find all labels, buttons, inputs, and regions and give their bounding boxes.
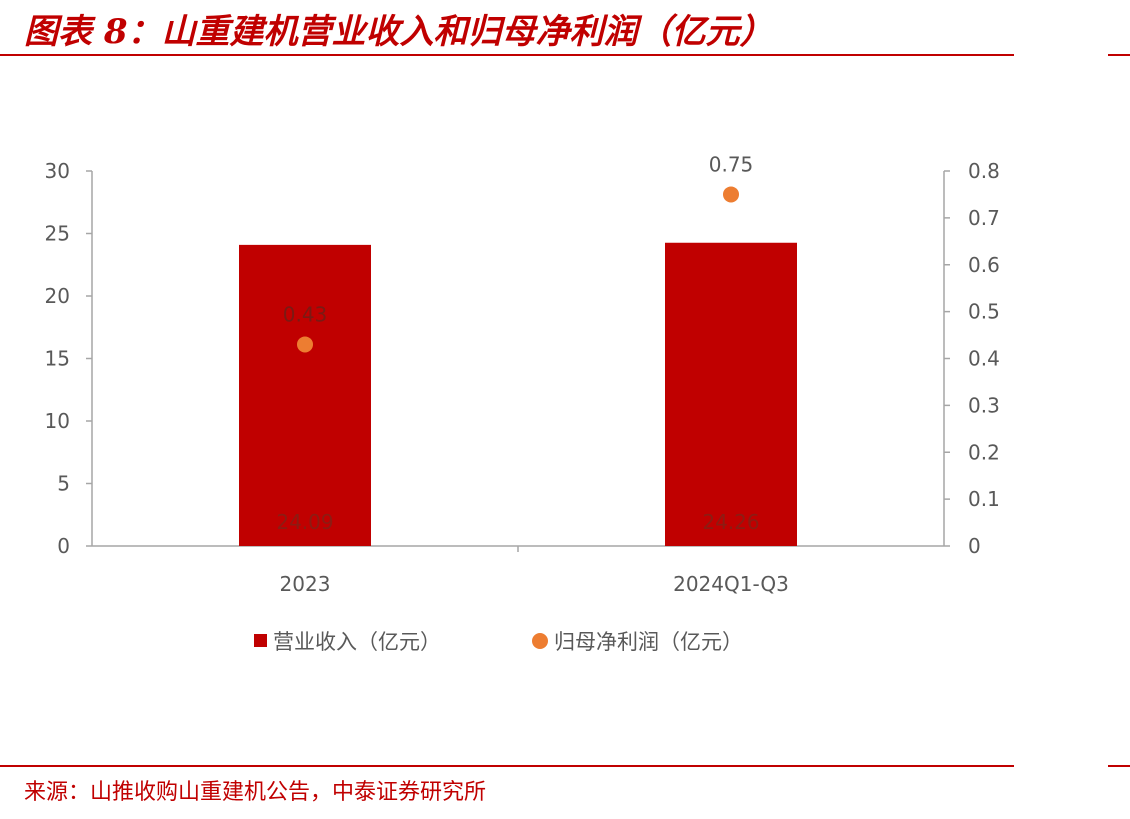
title-rule xyxy=(0,54,1014,56)
right-tick-label: 0.5 xyxy=(968,300,1000,324)
x-tick-label: 2023 xyxy=(280,572,331,596)
right-tick-label: 0.3 xyxy=(968,393,1000,417)
right-tick-label: 0.8 xyxy=(968,159,1000,183)
right-tick-label: 0.1 xyxy=(968,487,1000,511)
x-tick-label: 2024Q1-Q3 xyxy=(673,572,789,596)
source-note: 来源：山推收购山重建机公告，中泰证券研究所 xyxy=(24,780,487,805)
left-tick-label: 5 xyxy=(57,472,70,496)
revenue-data-label: 24.09 xyxy=(276,510,333,534)
left-tick-label: 20 xyxy=(45,284,70,308)
legend-bar-swatch xyxy=(254,634,267,647)
legend-dot-swatch xyxy=(532,633,548,649)
figure-title: 图表 8：山重建机营业收入和归母净利润（亿元） xyxy=(24,12,774,52)
revenue-bar xyxy=(665,242,797,546)
left-tick-label: 25 xyxy=(45,222,70,246)
revenue-bar xyxy=(239,244,371,546)
left-tick-label: 10 xyxy=(45,409,70,433)
profit-point xyxy=(297,336,313,353)
left-tick-label: 30 xyxy=(45,159,70,183)
right-tick-label: 0.2 xyxy=(968,440,1000,464)
legend-bar-label: 营业收入（亿元） xyxy=(273,630,441,654)
title-rule-right xyxy=(1108,54,1130,56)
right-tick-label: 0.6 xyxy=(968,253,1000,277)
revenue-data-label: 24.26 xyxy=(702,510,759,534)
right-tick-label: 0.4 xyxy=(968,347,1000,371)
profit-data-label: 0.75 xyxy=(709,152,754,176)
footer-rule-right xyxy=(1108,765,1130,767)
footer-rule xyxy=(0,765,1014,767)
left-tick-label: 0 xyxy=(57,534,70,558)
left-tick-label: 15 xyxy=(45,347,70,371)
legend-dot-label: 归母净利润（亿元） xyxy=(554,630,743,654)
right-tick-label: 0.7 xyxy=(968,206,1000,230)
profit-point xyxy=(723,186,739,203)
right-tick-label: 0 xyxy=(968,534,981,558)
profit-data-label: 0.43 xyxy=(283,302,328,326)
